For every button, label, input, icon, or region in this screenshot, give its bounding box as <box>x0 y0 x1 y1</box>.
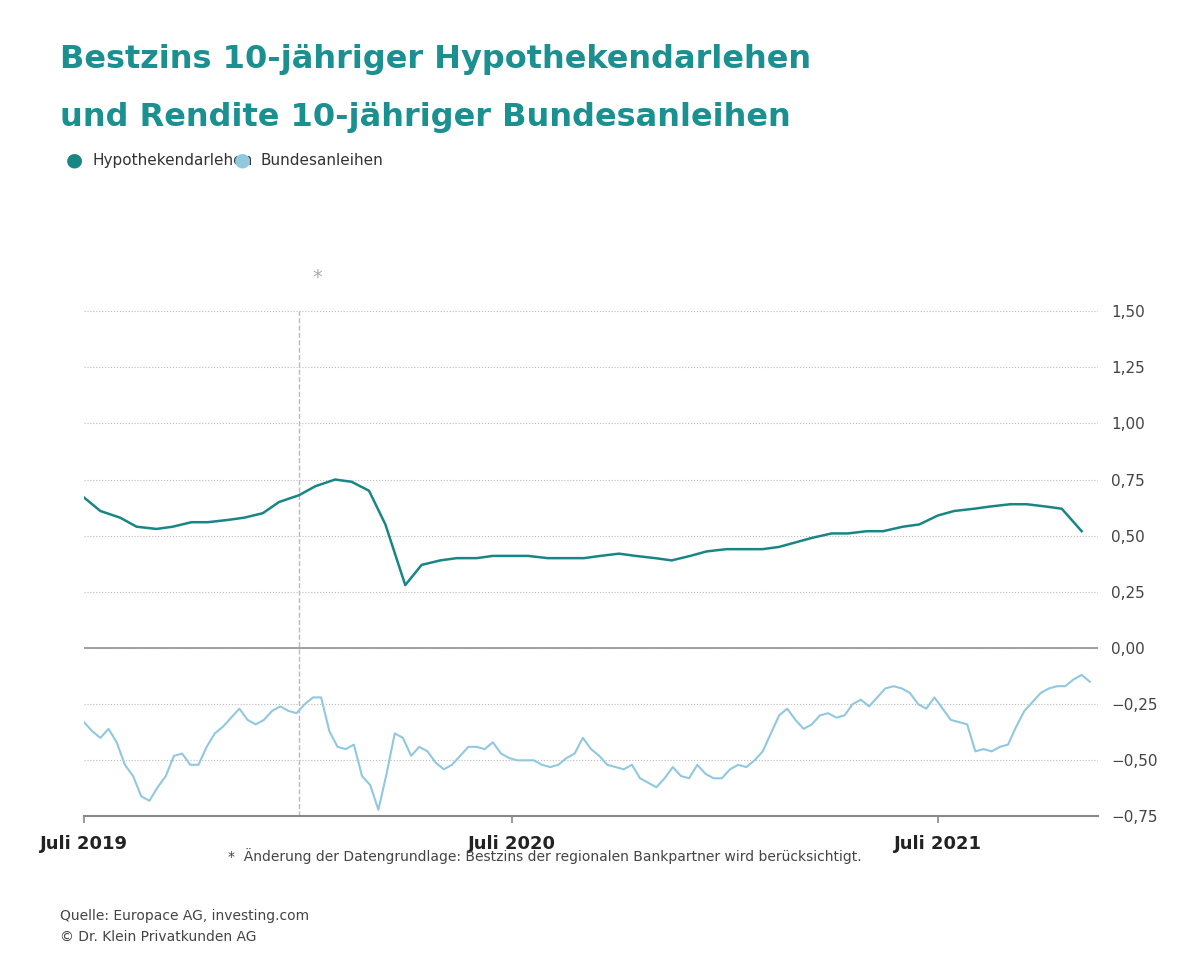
Text: und Rendite 10-jähriger Bundesanleihen: und Rendite 10-jähriger Bundesanleihen <box>60 102 791 133</box>
Text: Bestzins 10-jähriger Hypothekendarlehen: Bestzins 10-jähriger Hypothekendarlehen <box>60 44 811 75</box>
Text: Hypothekendarlehen: Hypothekendarlehen <box>92 153 253 168</box>
Text: ●: ● <box>66 151 83 170</box>
Text: ●: ● <box>234 151 251 170</box>
Text: *  Änderung der Datengrundlage: Bestzins der regionalen Bankpartner wird berücks: * Änderung der Datengrundlage: Bestzins … <box>228 848 862 863</box>
Text: Bundesanleihen: Bundesanleihen <box>260 153 383 168</box>
Text: *: * <box>312 267 322 287</box>
Text: Quelle: Europace AG, investing.com
© Dr. Klein Privatkunden AG: Quelle: Europace AG, investing.com © Dr.… <box>60 909 310 944</box>
